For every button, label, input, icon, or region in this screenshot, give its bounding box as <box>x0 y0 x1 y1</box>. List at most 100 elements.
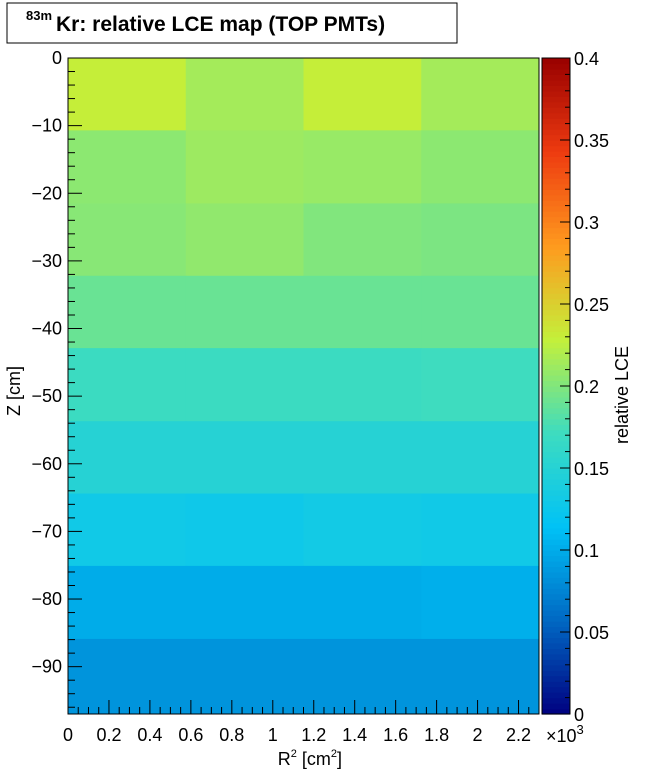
color-scale-step <box>542 118 570 125</box>
heatmap-cell <box>185 421 304 495</box>
x-tick-label: 1.6 <box>383 725 408 745</box>
color-scale-step <box>542 276 570 283</box>
heatmap-cell <box>303 421 422 495</box>
color-scale-step <box>542 227 570 234</box>
color-scale-step <box>542 309 570 316</box>
heatmap-cell <box>185 58 304 131</box>
color-scale-step <box>542 336 570 343</box>
heatmap-cell <box>185 275 304 349</box>
color-scale-step <box>542 79 570 86</box>
y-tick-label: −80 <box>31 589 62 609</box>
color-scale-step <box>542 271 570 278</box>
x-tick-label: 2.2 <box>506 725 531 745</box>
color-scale-step <box>542 451 570 458</box>
color-scale-step <box>542 462 570 469</box>
x-tick-label: 2 <box>473 725 483 745</box>
heatmap-cell <box>303 565 422 640</box>
x-tick-label: 0 <box>63 725 73 745</box>
x-multiplier-exp: 3 <box>577 722 584 737</box>
y-tick-label: 0 <box>52 48 62 68</box>
heatmap-cells <box>68 58 540 715</box>
title-box <box>6 2 458 44</box>
color-scale-step <box>542 708 570 715</box>
color-scale-step <box>542 145 570 152</box>
color-scale-step <box>542 391 570 398</box>
color-scale-step <box>542 604 570 611</box>
color-scale-step <box>542 90 570 97</box>
color-scale-step <box>542 664 570 671</box>
color-scale-step <box>542 282 570 289</box>
heatmap-cell <box>185 130 304 204</box>
color-scale-step <box>542 386 570 393</box>
x-multiplier: ×103 <box>546 722 584 746</box>
color-scale-step <box>542 123 570 130</box>
color-scale-step <box>542 653 570 660</box>
color-scale-step <box>542 320 570 327</box>
x-label-unit-sup: 2 <box>331 748 337 760</box>
color-scale-step <box>542 85 570 92</box>
heatmap-cell <box>303 203 422 277</box>
z-tick-label: 0.05 <box>574 623 609 643</box>
color-scale-step <box>542 369 570 376</box>
color-scale-step <box>542 440 570 447</box>
title-superscript: 83m <box>26 8 52 23</box>
y-tick-label: −90 <box>31 657 62 677</box>
color-scale-step <box>542 112 570 119</box>
y-tick-label: −30 <box>31 251 62 271</box>
color-scale-step <box>542 593 570 600</box>
heatmap-cell <box>185 348 304 422</box>
color-scale-step <box>542 621 570 628</box>
color-scale-step <box>542 58 570 65</box>
x-tick-label: 1.8 <box>424 725 449 745</box>
heatmap-cell <box>68 638 187 715</box>
color-scale-step <box>542 364 570 371</box>
color-scale-step <box>542 582 570 589</box>
color-scale-step <box>542 293 570 300</box>
color-scale-step <box>542 238 570 245</box>
color-scale-step <box>542 648 570 655</box>
color-scale-step <box>542 200 570 207</box>
x-tick-label: 1.4 <box>342 725 367 745</box>
color-scale-step <box>542 550 570 557</box>
x-multiplier-base: ×10 <box>546 726 577 746</box>
z-tick-label: 0.25 <box>574 295 609 315</box>
color-scale-bar <box>541 57 571 715</box>
color-scale-step <box>542 566 570 573</box>
color-scale-step <box>542 380 570 387</box>
z-tick-label: 0 <box>574 705 584 725</box>
color-scale-step <box>542 418 570 425</box>
x-axis-label: R2 [cm2] <box>278 748 342 769</box>
color-scale-step <box>542 375 570 382</box>
color-scale-step <box>542 626 570 633</box>
heatmap-cell <box>421 493 540 567</box>
heatmap-cell <box>303 58 422 131</box>
x-tick-label: 0.8 <box>219 725 244 745</box>
heatmap-cell <box>68 130 187 204</box>
color-scale-step <box>542 478 570 485</box>
color-scale-step <box>542 697 570 704</box>
color-scale-step <box>542 446 570 453</box>
color-scale-step <box>542 189 570 196</box>
x-tick-label: 1.2 <box>301 725 326 745</box>
color-scale-step <box>542 571 570 578</box>
color-scale-step <box>542 243 570 250</box>
color-scale-step <box>542 178 570 185</box>
color-scale-step <box>542 347 570 354</box>
heatmap-cell <box>303 348 422 422</box>
y-tick-label: −50 <box>31 386 62 406</box>
y-axis-label: Z [cm] <box>4 366 24 416</box>
color-scale-step <box>542 63 570 70</box>
color-scale-step <box>542 260 570 267</box>
heatmap-cell <box>421 58 540 131</box>
color-scale-step <box>542 249 570 256</box>
color-scale-step <box>542 342 570 349</box>
color-scale-step <box>542 692 570 699</box>
heatmap-cell <box>303 130 422 204</box>
color-scale-step <box>542 353 570 360</box>
color-scale-step <box>542 468 570 475</box>
heatmap-cell <box>421 130 540 204</box>
y-axis: 0 −10 −20 −30 −40 −50 −60 −70 −80 −90 <box>31 48 82 708</box>
color-scale-step <box>542 511 570 518</box>
color-scale-axis: 0 0.05 0.1 0.15 0.2 0.25 0.3 0.35 0.4 <box>560 49 609 725</box>
